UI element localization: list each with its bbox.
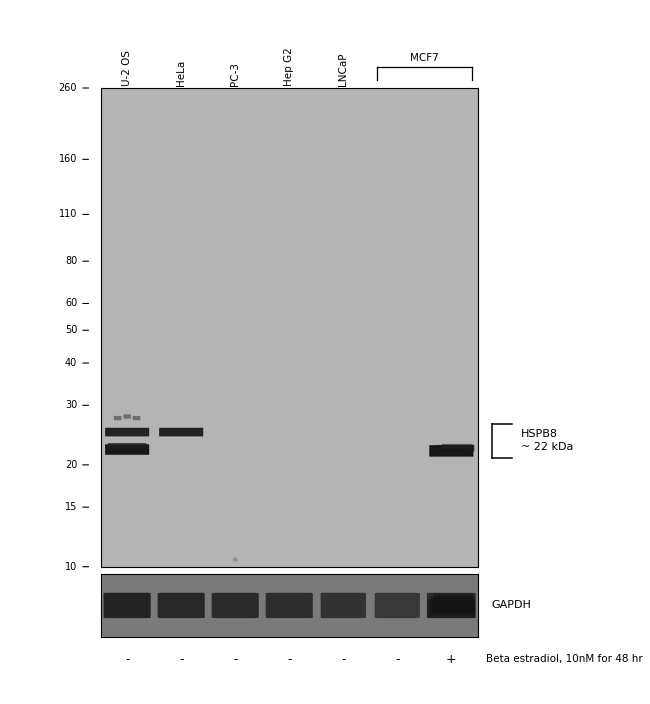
Text: -: - [287, 653, 291, 666]
Text: -: - [233, 653, 237, 666]
FancyBboxPatch shape [320, 593, 366, 618]
Text: -: - [179, 653, 183, 666]
Text: 20: 20 [65, 460, 77, 470]
Text: 40: 40 [65, 358, 77, 368]
Text: GAPDH: GAPDH [491, 601, 532, 610]
Text: -: - [125, 653, 129, 666]
FancyBboxPatch shape [429, 445, 473, 457]
FancyBboxPatch shape [430, 596, 474, 615]
FancyBboxPatch shape [159, 428, 203, 436]
FancyBboxPatch shape [266, 593, 313, 618]
Text: 60: 60 [65, 298, 77, 308]
FancyBboxPatch shape [428, 599, 475, 618]
Text: 50: 50 [65, 325, 77, 335]
FancyBboxPatch shape [106, 428, 144, 433]
FancyBboxPatch shape [133, 416, 140, 420]
Text: HSPB8
~ 22 kDa: HSPB8 ~ 22 kDa [521, 429, 573, 452]
Text: LNCaP: LNCaP [338, 53, 348, 87]
Text: PC-3: PC-3 [230, 63, 240, 87]
FancyBboxPatch shape [233, 558, 237, 562]
Text: 80: 80 [65, 256, 77, 266]
Text: MCF7: MCF7 [410, 53, 439, 63]
FancyBboxPatch shape [103, 593, 151, 618]
Text: -: - [395, 653, 400, 666]
FancyBboxPatch shape [212, 593, 259, 618]
Text: 10: 10 [65, 562, 77, 572]
FancyBboxPatch shape [105, 428, 150, 436]
FancyBboxPatch shape [110, 432, 148, 436]
FancyBboxPatch shape [162, 428, 200, 433]
FancyBboxPatch shape [436, 445, 474, 451]
FancyBboxPatch shape [427, 593, 476, 618]
Text: -: - [341, 653, 346, 666]
Text: Beta estradiol, 10nM for 48 hr: Beta estradiol, 10nM for 48 hr [486, 654, 643, 665]
FancyBboxPatch shape [157, 593, 205, 618]
FancyBboxPatch shape [434, 593, 473, 612]
Text: 260: 260 [58, 83, 77, 93]
Text: 110: 110 [58, 209, 77, 220]
Text: +: + [446, 653, 457, 666]
Text: U-2 OS: U-2 OS [122, 50, 132, 87]
Text: 160: 160 [58, 154, 77, 164]
Text: Hep G2: Hep G2 [284, 48, 294, 87]
FancyBboxPatch shape [108, 443, 146, 448]
FancyBboxPatch shape [114, 416, 122, 420]
Text: 30: 30 [65, 401, 77, 410]
FancyBboxPatch shape [374, 593, 420, 618]
Text: HeLa: HeLa [176, 60, 186, 87]
Text: 15: 15 [65, 502, 77, 512]
FancyBboxPatch shape [432, 451, 467, 455]
FancyBboxPatch shape [105, 444, 150, 455]
FancyBboxPatch shape [441, 444, 473, 448]
FancyBboxPatch shape [124, 415, 131, 419]
